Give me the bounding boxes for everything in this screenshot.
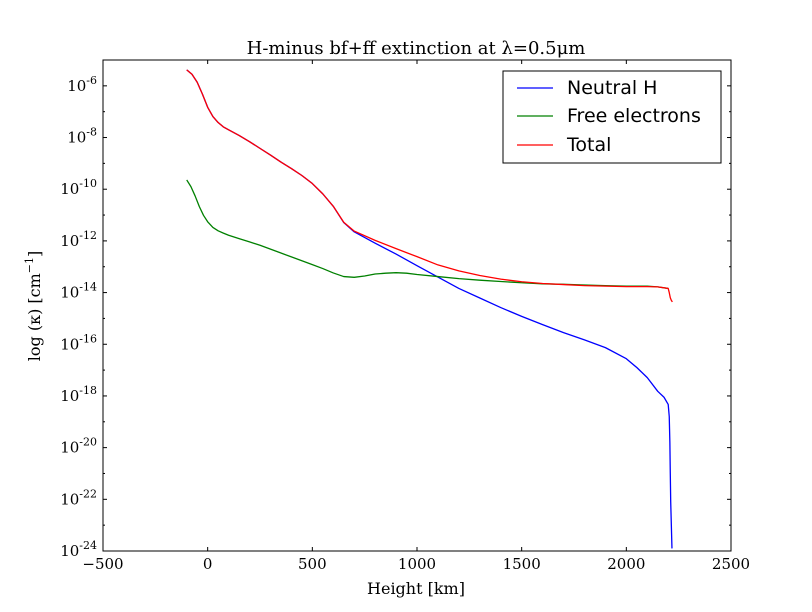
y-tick-label: 10-18 — [60, 384, 97, 405]
x-tick-label: −500 — [82, 555, 123, 573]
legend-label-free-electrons: Free electrons — [567, 105, 701, 127]
legend: Neutral H Free electrons Total — [502, 70, 722, 164]
y-axis-label-main: log (κ) [cm — [25, 273, 44, 361]
y-tick-label: 10-22 — [60, 487, 97, 508]
x-tick-label: 1000 — [398, 555, 436, 573]
x-tick-label: 1500 — [503, 555, 541, 573]
y-tick-label: 10-12 — [60, 229, 97, 250]
legend-box — [502, 70, 722, 164]
y-axis: 10-6 10-8 10-10 10-12 10-14 10-16 10-18 10-20 10… — [60, 59, 731, 560]
y-axis-label: log (κ) [cm−1] — [23, 251, 44, 362]
x-axis: −500 0 500 1000 1500 2000 2500 — [82, 60, 750, 573]
x-tick-label: 2000 — [607, 555, 645, 573]
y-axis-label-superscript: −1 — [23, 257, 36, 273]
y-axis-label-end: ] — [25, 251, 44, 257]
plot-lines — [186, 69, 673, 549]
x-tick-label: 500 — [298, 555, 327, 573]
y-tick-label: 10-20 — [60, 436, 97, 457]
series-line-total — [186, 69, 673, 303]
y-tick-label: 10-8 — [67, 126, 97, 147]
y-tick-label: 10-6 — [67, 74, 97, 95]
legend-label-neutral-h: Neutral H — [567, 77, 657, 99]
x-axis-label: Height [km] — [367, 579, 465, 598]
legend-label-total: Total — [566, 134, 611, 156]
chart-title: H-minus bf+ff extinction at λ=0.5μm — [247, 38, 586, 59]
x-tick-label: 2500 — [712, 555, 750, 573]
y-tick-label: 10-24 — [60, 539, 97, 560]
y-tick-label: 10-16 — [60, 332, 97, 353]
x-tick-label: 0 — [203, 555, 213, 573]
y-tick-label: 10-14 — [60, 281, 97, 302]
y-tick-label: 10-10 — [60, 177, 97, 198]
